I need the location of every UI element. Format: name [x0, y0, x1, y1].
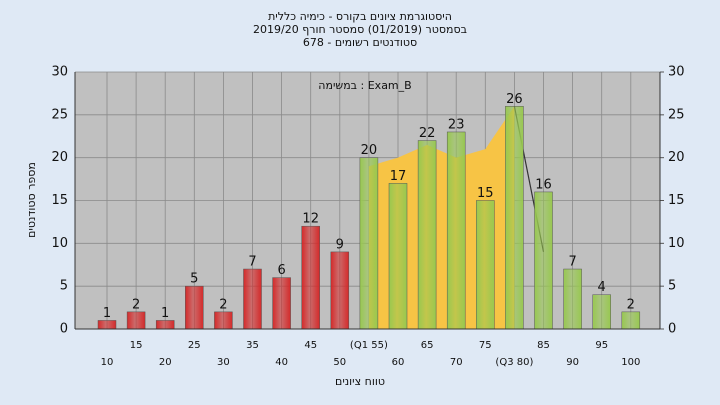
chart-subtitle: סטודנטים רשומים - 678 [303, 36, 417, 49]
y-axis-label: מספר סטודנטים [25, 162, 38, 238]
y-tick-label: 5 [60, 279, 68, 294]
value-label: 9 [336, 237, 344, 252]
x-tick-label: 95 [595, 340, 608, 351]
bar [417, 140, 437, 330]
bar [301, 225, 320, 330]
bar [155, 320, 175, 330]
y2-tick-label: 15 [668, 193, 685, 208]
bar [592, 294, 611, 330]
value-label: 5 [190, 272, 198, 287]
bar [97, 320, 117, 330]
value-label: 4 [598, 280, 606, 295]
bar [446, 131, 466, 330]
value-label: 7 [248, 255, 256, 270]
y2-tick-label: 20 [668, 150, 685, 165]
y-tick-label: 0 [60, 322, 68, 337]
value-label: 2 [627, 297, 635, 312]
x-tick-label: 15 [130, 340, 143, 351]
bar [126, 311, 146, 330]
bar [330, 251, 350, 330]
x-tick-label: 90 [566, 357, 579, 368]
y-tick-label: 25 [51, 107, 68, 122]
x-tick-label: 30 [217, 357, 230, 368]
bar [243, 268, 262, 330]
bar [621, 311, 641, 330]
y2-tick-label: 25 [668, 107, 685, 122]
value-label: 20 [361, 143, 378, 158]
x-tick-label: 40 [275, 357, 288, 368]
bar [214, 311, 233, 330]
x-tick-label: 70 [450, 357, 463, 368]
x-axis-label: טווח ציונים [335, 375, 385, 388]
bar [476, 200, 495, 330]
bar [388, 183, 408, 330]
bar [505, 106, 524, 330]
x-tick-label: 25 [188, 340, 201, 351]
x-tick-label: 100 [621, 357, 640, 368]
value-label: 2 [219, 297, 227, 312]
y2-tick-label: 0 [668, 322, 676, 337]
x-tick-label: (Q1 55) [350, 340, 388, 351]
x-tick-label: 65 [421, 340, 434, 351]
x-tick-label: 20 [159, 357, 172, 368]
x-tick-label: (Q3 80) [495, 357, 533, 368]
y-tick-label: 20 [51, 150, 68, 165]
x-tick-label: 45 [304, 340, 317, 351]
value-label: 2 [132, 297, 140, 312]
value-label: 26 [506, 92, 523, 107]
y2-tick-label: 30 [668, 65, 685, 80]
value-label: 17 [390, 169, 407, 184]
x-tick-label: 35 [246, 340, 259, 351]
x-tick-label: 10 [101, 357, 114, 368]
bar [359, 157, 379, 330]
x-tick-label: 85 [537, 340, 550, 351]
x-tick-label: 75 [479, 340, 492, 351]
chart-subtitle: בסמסטר (01/2019) סמסטר חורף 2019/20 [253, 23, 467, 36]
value-label: 6 [277, 263, 285, 278]
bar [563, 268, 582, 330]
bar [534, 191, 553, 330]
value-label: 1 [103, 306, 111, 321]
chart-title: היסטוגרמת ציונים בקורס - כימיה כללית [268, 10, 452, 23]
value-label: 12 [302, 212, 319, 227]
value-label: 23 [448, 117, 465, 132]
y2-tick-label: 10 [668, 236, 685, 251]
value-label: 7 [568, 255, 576, 270]
x-tick-label: 60 [392, 357, 405, 368]
y-tick-label: 30 [51, 65, 68, 80]
y-tick-label: 15 [51, 193, 68, 208]
bar [272, 277, 291, 330]
bar [185, 285, 204, 330]
annotation: במשימה : Exam_B [318, 79, 411, 92]
y-tick-label: 10 [51, 236, 68, 251]
value-label: 1 [161, 306, 169, 321]
value-label: 15 [477, 186, 494, 201]
x-tick-label: 50 [333, 357, 346, 368]
value-label: 16 [535, 177, 552, 192]
value-label: 22 [419, 126, 436, 141]
y2-tick-label: 5 [668, 279, 676, 294]
